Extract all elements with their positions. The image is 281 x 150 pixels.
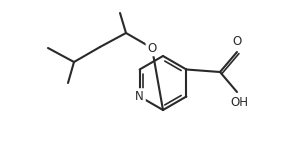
Text: N: N [135,90,144,103]
Text: O: O [232,35,242,48]
Text: OH: OH [230,96,248,109]
Text: O: O [147,42,157,54]
